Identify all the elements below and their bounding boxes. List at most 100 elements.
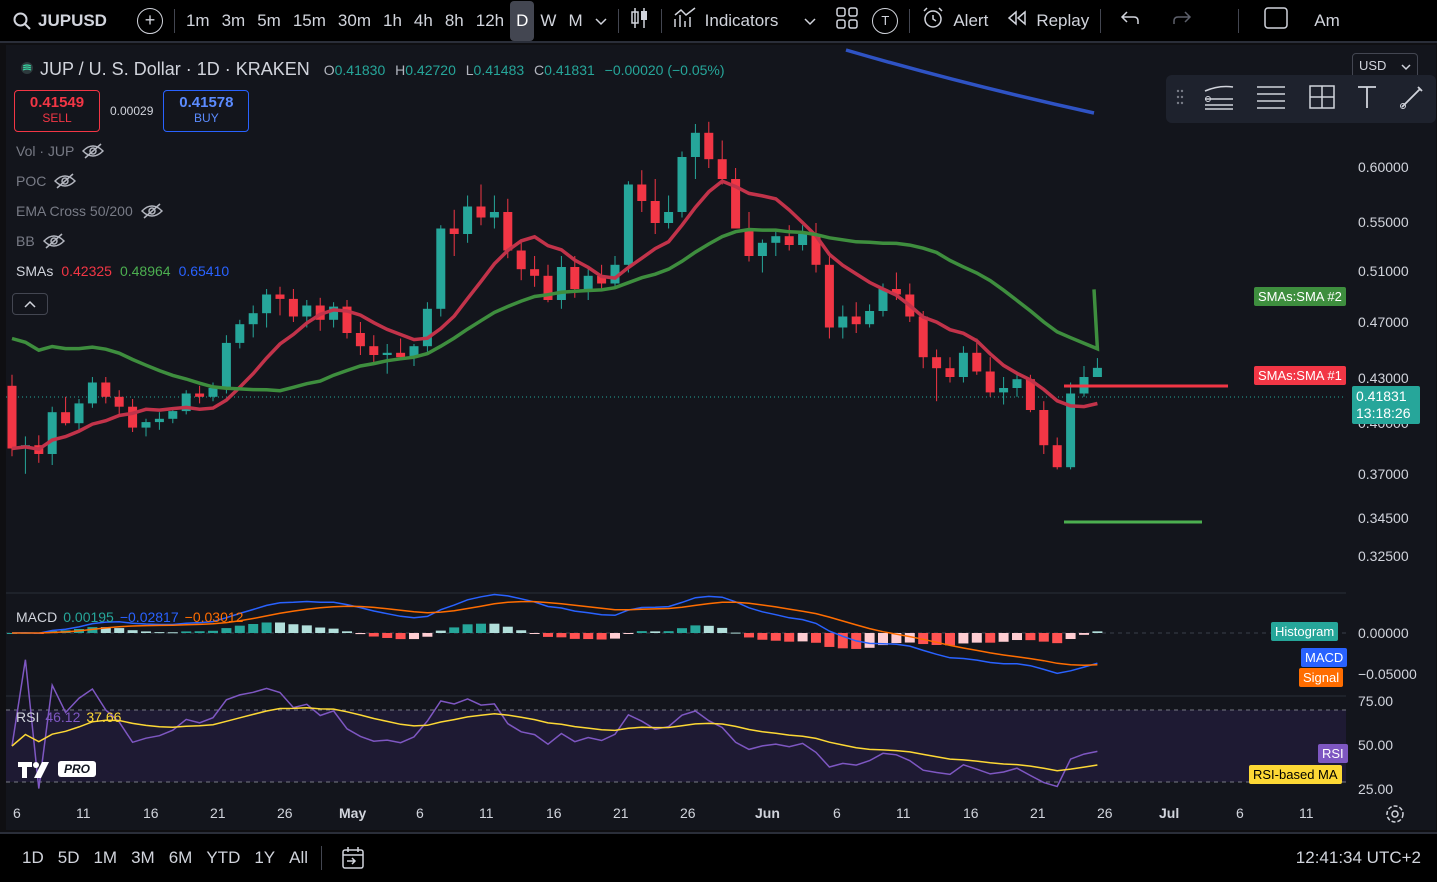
- range-ytd[interactable]: YTD: [206, 848, 241, 867]
- tradingview-logo[interactable]: PRO: [16, 757, 110, 781]
- symbol-search[interactable]: JUPUSD: [0, 0, 113, 42]
- fullscreen-button[interactable]: [1244, 0, 1294, 42]
- timeframe-mo[interactable]: M: [568, 10, 583, 30]
- range-1d[interactable]: 1D: [22, 848, 44, 867]
- indicators-button[interactable]: Indicators: [667, 0, 823, 42]
- timeframe-8h[interactable]: 8h: [444, 10, 464, 30]
- macd-histogram-bar: [837, 633, 848, 649]
- range-all[interactable]: All: [289, 848, 309, 867]
- chart-area[interactable]: JUP / U. S. Dollar · 1D · KRAKEN O0.4183…: [6, 45, 1436, 830]
- price-label: 0.32500: [1358, 548, 1409, 564]
- candle-body: [543, 275, 553, 300]
- range-3m[interactable]: 3M: [131, 848, 155, 867]
- divider: [909, 8, 911, 33]
- candle-body: [530, 269, 540, 276]
- indicator-smas[interactable]: SMAs 0.42325 0.48964 0.65410: [16, 263, 229, 279]
- timeframe-1h[interactable]: 1h: [383, 10, 402, 30]
- rsi-label: RSI: [16, 709, 40, 725]
- macd-histogram-bar: [476, 623, 486, 633]
- t-badge: T: [872, 7, 899, 34]
- indicator-poc[interactable]: POC: [16, 173, 77, 189]
- timeframe-4h[interactable]: 4h: [413, 10, 433, 30]
- time-axis-label: 26: [277, 805, 293, 821]
- range-1m[interactable]: 1M: [93, 848, 118, 867]
- indicator-ema-cross[interactable]: EMA Cross 50/200: [16, 203, 163, 219]
- collapse-legend-button[interactable]: [12, 293, 48, 315]
- macd-histogram-bar: [931, 633, 942, 645]
- account-menu[interactable]: Am: [1294, 0, 1346, 42]
- date-range-icon[interactable]: [341, 846, 365, 870]
- chart-canvas[interactable]: [6, 45, 1436, 830]
- candle-body: [985, 371, 995, 393]
- bar-countdown: 13:18:26: [1356, 405, 1411, 421]
- replay-button[interactable]: Replay: [994, 0, 1095, 42]
- alert-button[interactable]: Alert: [915, 0, 994, 42]
- add-symbol-button[interactable]: +: [113, 0, 169, 42]
- candle-body: [771, 236, 781, 243]
- candle-body: [811, 234, 821, 265]
- candle-body: [208, 388, 218, 397]
- candle-body: [355, 333, 365, 347]
- settings-gear-icon[interactable]: [1384, 803, 1406, 830]
- rsi-legend[interactable]: RSI 46.12 37.66: [16, 709, 121, 725]
- timeframe-12h[interactable]: 12h: [475, 10, 505, 30]
- indicator-smas-label: SMAs: [16, 263, 54, 279]
- redo-button[interactable]: [1146, 0, 1198, 42]
- timeframe-5m[interactable]: 5m: [257, 10, 281, 30]
- clock[interactable]: 12:41:34 UTC+2: [1295, 848, 1421, 867]
- candle-body: [731, 179, 741, 229]
- candle-body: [516, 250, 526, 270]
- candle-body: [664, 212, 674, 223]
- sell-button[interactable]: 0.41549 SELL: [14, 90, 100, 132]
- range-6m[interactable]: 6M: [168, 848, 193, 867]
- pro-badge: PRO: [58, 761, 97, 777]
- candle-body: [396, 352, 406, 358]
- time-axis-label: 16: [963, 805, 979, 821]
- macd-histogram-bar: [181, 631, 192, 633]
- chevron-down-icon: [804, 11, 816, 31]
- jupiter-logo-icon: [20, 60, 34, 80]
- macd-scale-0: 0.00000: [1358, 625, 1409, 641]
- trend-lines-icon[interactable]: [1203, 83, 1235, 116]
- buy-button[interactable]: 0.41578 BUY: [163, 90, 250, 132]
- eye-off-icon[interactable]: [42, 233, 65, 249]
- layouts-button[interactable]: [822, 0, 864, 42]
- indicator-vol[interactable]: Vol · JUP: [16, 143, 105, 159]
- timeframe-1m[interactable]: 1m: [185, 10, 210, 30]
- macd-histogram-bar: [301, 625, 312, 633]
- timeframe-group: 1m 3m 5m 15m 30m 1h 4h 8h 12h D W M: [180, 0, 589, 42]
- templates-button[interactable]: T: [864, 0, 904, 42]
- candles-icon: [630, 7, 650, 34]
- eye-off-icon[interactable]: [140, 203, 163, 219]
- fib-icon[interactable]: [1255, 84, 1287, 115]
- timeframe-d[interactable]: D: [510, 0, 535, 41]
- divider: [1100, 8, 1102, 33]
- timeframe-3m[interactable]: 3m: [221, 10, 246, 30]
- text-tool-icon[interactable]: [1356, 84, 1378, 115]
- macd-histogram-bar: [945, 633, 955, 646]
- timeframe-dropdown[interactable]: [589, 0, 613, 42]
- timeframe-w[interactable]: W: [540, 10, 557, 30]
- macd-histogram-bar: [382, 633, 393, 638]
- undo-button[interactable]: [1106, 0, 1146, 42]
- macd-value: −0.02817: [119, 609, 179, 625]
- macd-histogram-bar: [368, 633, 379, 637]
- drag-handle-icon[interactable]: [1176, 88, 1184, 111]
- indicator-bb[interactable]: BB: [16, 233, 65, 249]
- chart-type-button[interactable]: [624, 0, 656, 42]
- brush-icon[interactable]: [1398, 83, 1426, 116]
- timeframe-15m[interactable]: 15m: [292, 10, 326, 30]
- timeframe-30m[interactable]: 30m: [337, 10, 371, 30]
- range-1y[interactable]: 1Y: [254, 848, 276, 867]
- macd-histogram-bar: [690, 625, 701, 633]
- macd-legend[interactable]: MACD 0.00195 −0.02817 −0.03012: [16, 609, 243, 625]
- eye-off-icon[interactable]: [82, 143, 105, 159]
- candle-body: [503, 212, 513, 251]
- eye-off-icon[interactable]: [54, 173, 77, 189]
- macd-histogram-bar: [328, 628, 339, 633]
- candle-body: [865, 311, 875, 325]
- macd-histogram-bar: [998, 633, 1009, 642]
- macd-histogram-bar: [650, 631, 661, 633]
- range-5d[interactable]: 5D: [57, 848, 80, 867]
- patterns-icon[interactable]: [1307, 83, 1337, 116]
